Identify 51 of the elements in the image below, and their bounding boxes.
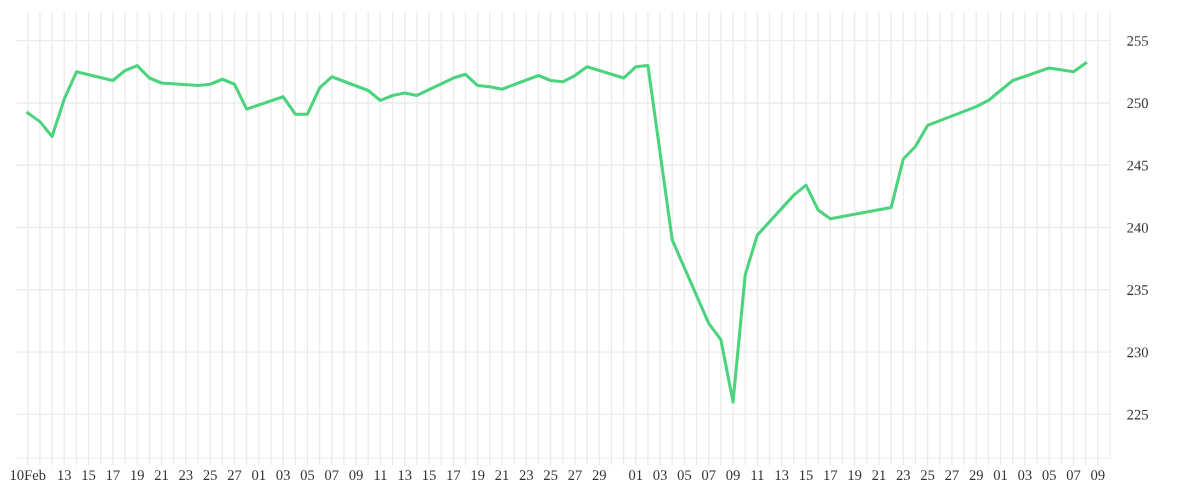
x-tick-label: 19 xyxy=(131,470,144,481)
x-tick-label: 09 xyxy=(349,470,363,481)
x-tick-label: 13 xyxy=(398,470,412,481)
x-tick-label: 05 xyxy=(677,470,692,481)
x-tick-label: 03 xyxy=(653,470,667,481)
x-tick-label: 07 xyxy=(701,470,716,481)
x-tick-label: 29 xyxy=(969,470,983,481)
y-tick-label: 230 xyxy=(1127,347,1148,358)
x-tick-label: 21 xyxy=(154,470,168,480)
x-tick-label: 27 xyxy=(568,470,582,480)
x-tick-label: 25 xyxy=(203,470,217,481)
x-tick-label: 23 xyxy=(896,470,910,481)
x-tick-label: 09 xyxy=(726,470,740,481)
y-tick-label: 255 xyxy=(1127,36,1148,46)
y-tick-label: 245 xyxy=(1127,160,1148,171)
x-tick-label: 13 xyxy=(775,470,789,481)
x-tick-label: 11 xyxy=(374,470,387,480)
x-tick-label: 01 xyxy=(629,470,643,481)
x-tick-label: 17 xyxy=(447,470,461,480)
x-tick-label: 15 xyxy=(82,470,96,481)
x-tick-label: 05 xyxy=(1042,470,1056,481)
x-tick-label: 05 xyxy=(300,470,315,481)
x-tick-label: 19 xyxy=(848,470,862,481)
x-tick-label: 03 xyxy=(1018,470,1032,481)
x-tick-label: 19 xyxy=(471,470,485,481)
x-tick-label: 21 xyxy=(495,470,509,480)
x-tick-label: 01 xyxy=(993,470,1007,481)
x-tick-label: 09 xyxy=(1091,470,1105,481)
y-tick-label: 225 xyxy=(1127,409,1148,420)
x-tick-label: 15 xyxy=(423,470,436,481)
x-tick-label: 23 xyxy=(519,470,534,481)
x-tick-label: 03 xyxy=(276,470,290,481)
x-tick-label: 07 xyxy=(325,470,339,481)
x-tick-label: 10Feb xyxy=(10,469,46,481)
x-tick-label: 11 xyxy=(751,470,764,480)
x-tick-label: 17 xyxy=(824,470,838,480)
y-tick-label: 235 xyxy=(1127,285,1148,296)
x-tick-label: 29 xyxy=(592,470,606,481)
x-tick-label: 07 xyxy=(1066,470,1081,481)
x-tick-label: 27 xyxy=(227,470,242,480)
x-tick-label: 23 xyxy=(179,470,193,481)
x-tick-label: 17 xyxy=(106,470,120,480)
x-tick-label: 13 xyxy=(58,470,71,481)
x-tick-label: 25 xyxy=(920,470,935,481)
x-tick-label: 25 xyxy=(543,470,558,481)
x-tick-label: 27 xyxy=(945,470,959,480)
y-tick-label: 240 xyxy=(1127,222,1148,233)
x-tick-label: 01 xyxy=(252,470,266,481)
x-tick-label: 15 xyxy=(799,470,813,481)
x-tick-label: 21 xyxy=(872,470,886,480)
y-tick-label: 250 xyxy=(1127,98,1148,109)
